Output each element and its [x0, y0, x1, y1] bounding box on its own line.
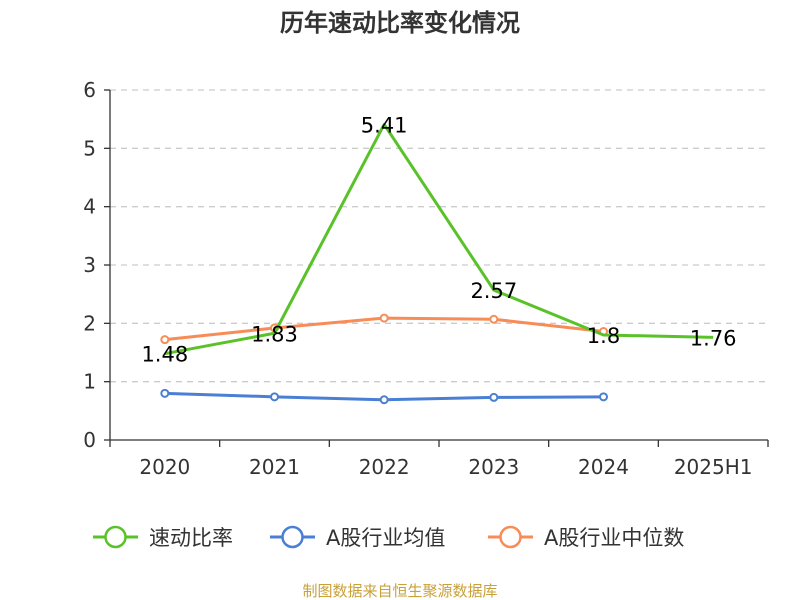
- legend-item[interactable]: A股行业均值: [270, 525, 445, 550]
- data-point: [379, 395, 389, 405]
- axes: 0 1 2 3 4 5 6 2020 2021 2022 2023 2024 2025H1: [83, 78, 769, 479]
- x-tick-label: 2022: [359, 455, 410, 479]
- x-tick-label: 2025H1: [674, 455, 753, 479]
- data-point: [489, 392, 499, 402]
- y-tick-label: 2: [83, 311, 96, 335]
- data-point: [160, 388, 170, 398]
- data-point: [270, 392, 279, 402]
- data-label: 1.48: [141, 343, 188, 367]
- x-tick-label: 2023: [468, 455, 519, 479]
- chart-title: 历年速动比率变化情况: [280, 9, 520, 37]
- y-tick-label: 3: [83, 253, 96, 277]
- data-label: 5.41: [361, 113, 408, 137]
- legend-label: 速动比率: [149, 526, 233, 550]
- legend-marker: [281, 525, 304, 549]
- legend-label: A股行业中位数: [544, 526, 684, 550]
- data-point: [160, 335, 170, 345]
- data-point: [379, 313, 389, 323]
- data-point: [599, 392, 608, 402]
- data-label: 1.8: [587, 324, 620, 348]
- y-tick-label: 1: [83, 370, 96, 394]
- series-lines: [160, 122, 714, 405]
- data-point: [489, 314, 499, 324]
- legend-item[interactable]: A股行业中位数: [488, 525, 684, 550]
- legend-marker: [499, 525, 522, 549]
- y-tick-label: 4: [83, 195, 96, 219]
- source-caption: 制图数据来自恒生聚源数据库: [302, 582, 497, 600]
- data-label: 1.83: [251, 322, 298, 346]
- y-tick-label: 0: [83, 428, 96, 452]
- x-tick-label: 2021: [249, 455, 300, 479]
- gridlines: [110, 89, 768, 383]
- x-tick-label: 2020: [139, 455, 190, 479]
- legend-item[interactable]: 速动比率: [93, 525, 233, 550]
- legend-label: A股行业均值: [326, 526, 445, 550]
- series-line: [164, 122, 714, 356]
- data-label: 2.57: [470, 279, 517, 303]
- x-tick-label: 2024: [578, 455, 629, 479]
- y-tick-label: 6: [83, 78, 96, 102]
- data-labels: 1.48 1.83 5.41 2.57 1.8 1.76: [141, 113, 736, 366]
- y-tick-label: 5: [83, 136, 96, 160]
- legend-marker: [104, 525, 127, 549]
- legend: 速动比率 A股行业均值 A股行业中位数: [93, 525, 684, 550]
- data-label: 1.76: [690, 326, 737, 350]
